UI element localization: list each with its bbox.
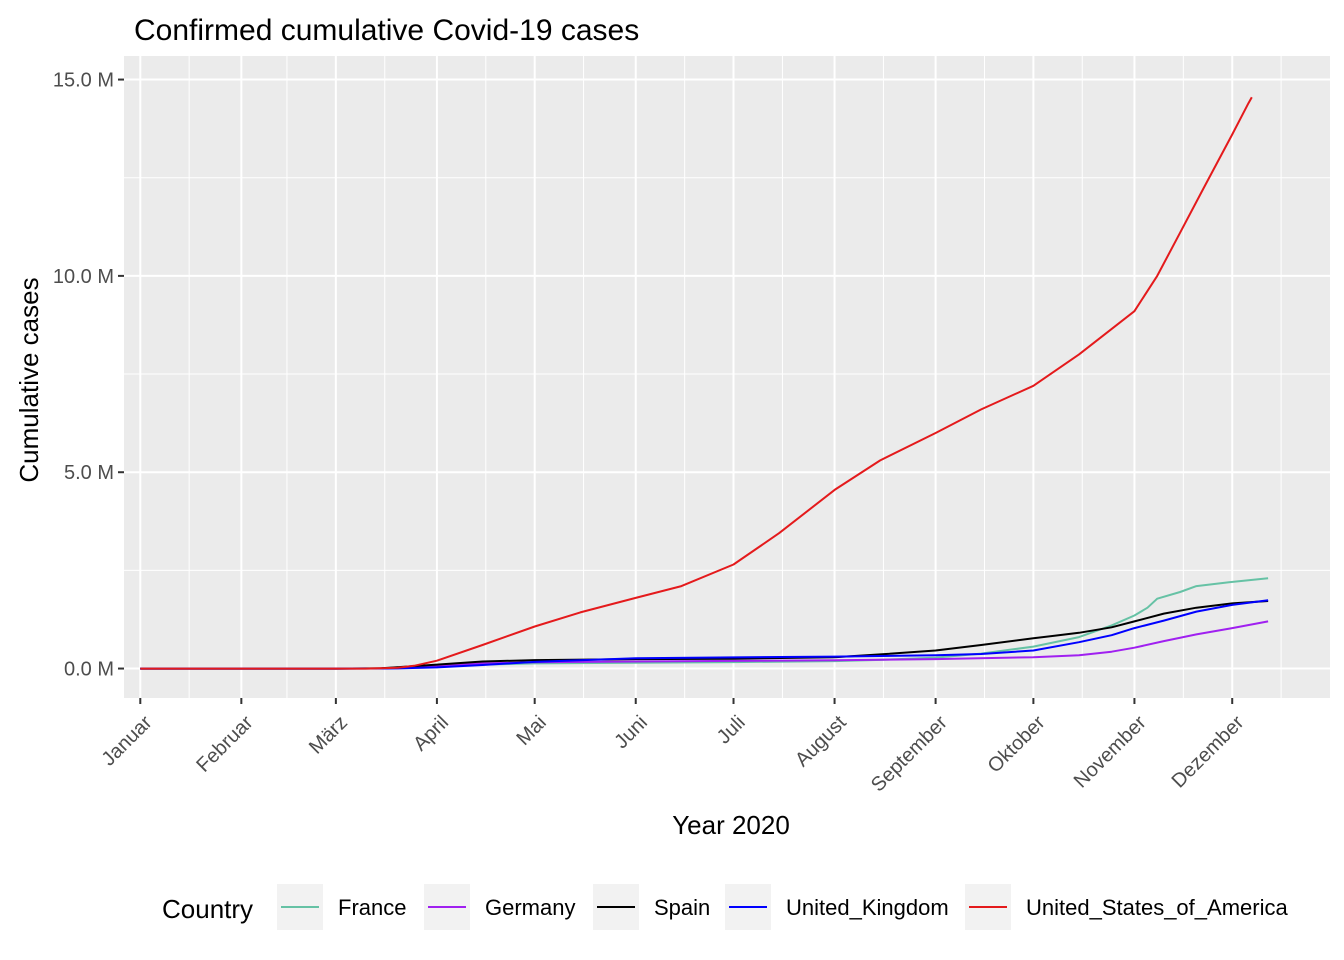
legend-label: Spain xyxy=(654,895,710,920)
legend-title: Country xyxy=(162,894,253,924)
x-tick-label: April xyxy=(409,712,453,756)
y-axis: 0.0 M 5.0 M 10.0 M 15.0 M xyxy=(53,70,124,681)
y-tick-label: 10.0 M xyxy=(53,266,114,288)
x-tick-label: Dezember xyxy=(1168,711,1249,792)
legend-label: United_States_of_America xyxy=(1026,895,1288,920)
x-tick-label: Januar xyxy=(98,711,157,770)
y-axis-title: Cumulative cases xyxy=(14,277,44,482)
series-line-united-kingdom xyxy=(140,599,1269,670)
x-tick-label: September xyxy=(867,711,952,796)
legend-label: France xyxy=(338,895,406,920)
x-tick-label: März xyxy=(305,712,352,759)
chart-title: Confirmed cumulative Covid-19 cases xyxy=(134,14,639,47)
x-tick-label: Oktober xyxy=(984,711,1050,777)
legend: France Germany Spain United_Kingdom United_S… xyxy=(277,884,1288,930)
legend-label: United_Kingdom xyxy=(786,895,949,920)
x-axis: Januar Februar März April Mai Juni Juli August S… xyxy=(98,698,1249,796)
x-tick-label: Februar xyxy=(192,711,257,776)
y-tick-label: 15.0 M xyxy=(53,70,114,92)
x-tick-label: Juni xyxy=(610,712,652,754)
x-tick-label: August xyxy=(791,711,851,771)
x-axis-title: Year 2020 xyxy=(672,810,790,840)
series-lines xyxy=(140,96,1269,670)
x-tick-label: Mai xyxy=(512,712,550,750)
y-tick-label: 0.0 M xyxy=(64,659,114,681)
series-line-germany xyxy=(140,620,1269,670)
series-line-united-states-of-america xyxy=(140,96,1253,670)
x-tick-label: Juli xyxy=(713,712,750,749)
legend-label: Germany xyxy=(485,895,575,920)
plot-panel xyxy=(124,56,1330,698)
y-tick-label: 5.0 M xyxy=(64,462,114,484)
x-tick-label: November xyxy=(1070,711,1151,792)
series-line-spain xyxy=(140,600,1269,670)
